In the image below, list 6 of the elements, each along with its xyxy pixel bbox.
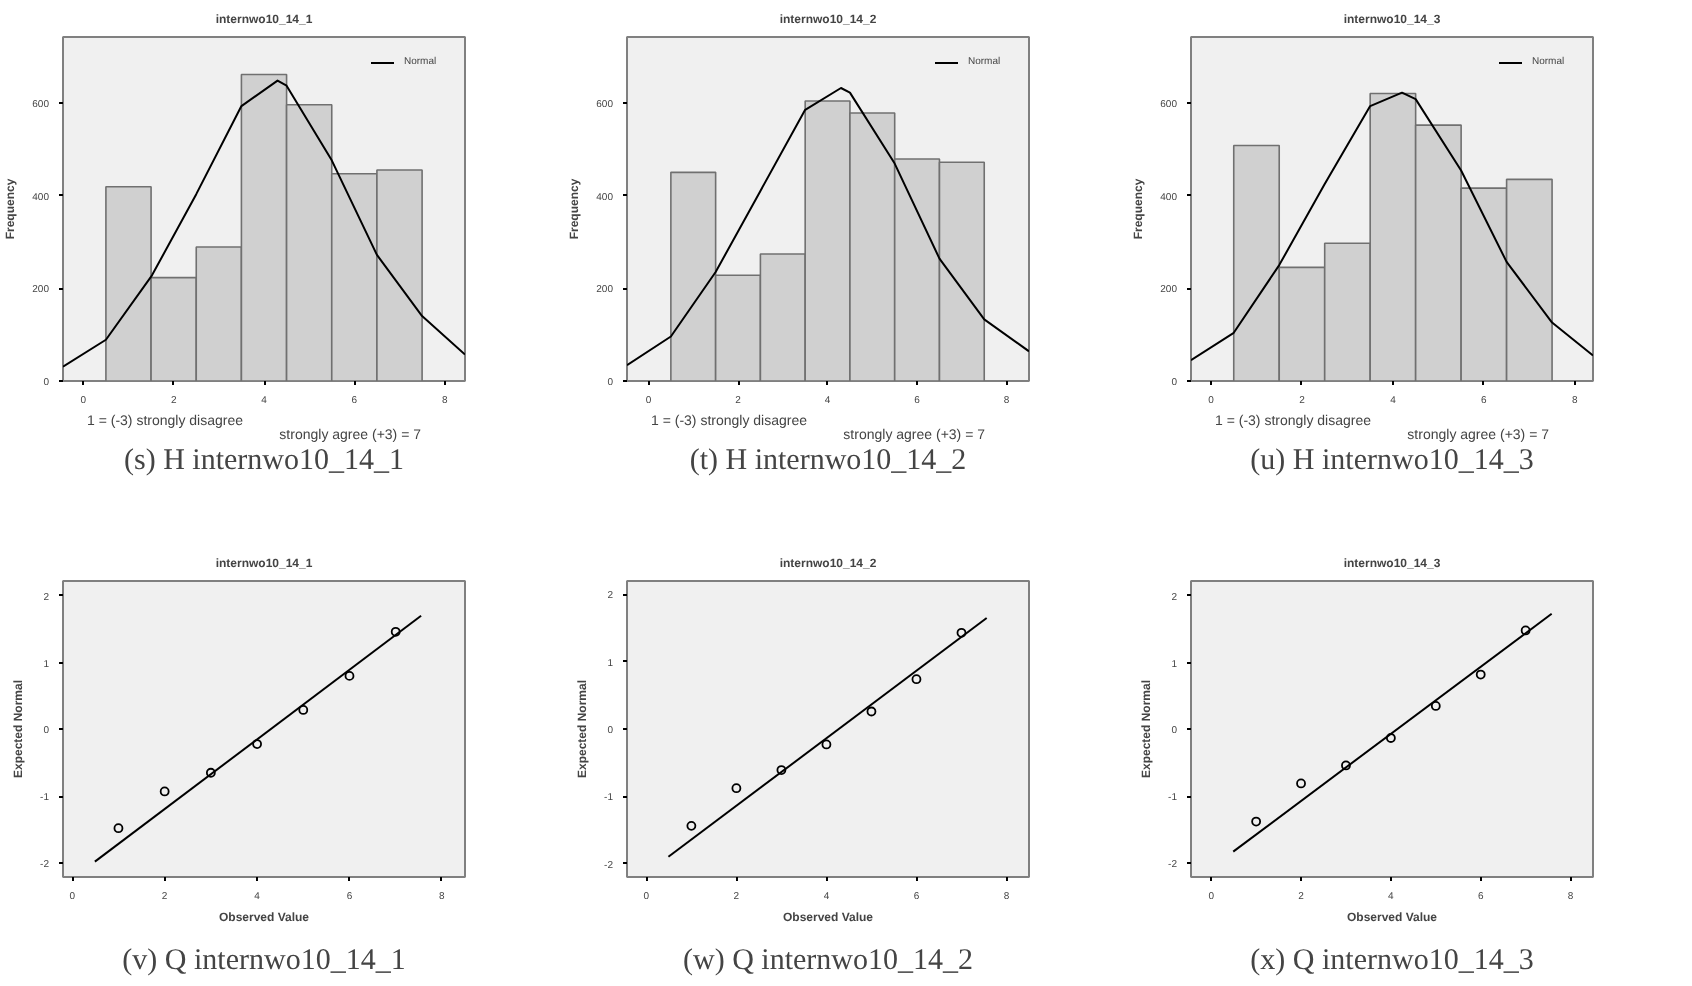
text: (s) H internwo10_14_1 xyxy=(124,445,404,477)
text: (v) Q internwo10_14_1 xyxy=(122,945,406,977)
text: (t) H internwo10_14_2 xyxy=(689,445,967,477)
text: (x) Q internwo10_14_3 xyxy=(1250,945,1534,977)
text: (u) H internwo10_14_3 xyxy=(1250,445,1534,477)
text: (w) Q internwo10_14_2 xyxy=(683,945,973,977)
